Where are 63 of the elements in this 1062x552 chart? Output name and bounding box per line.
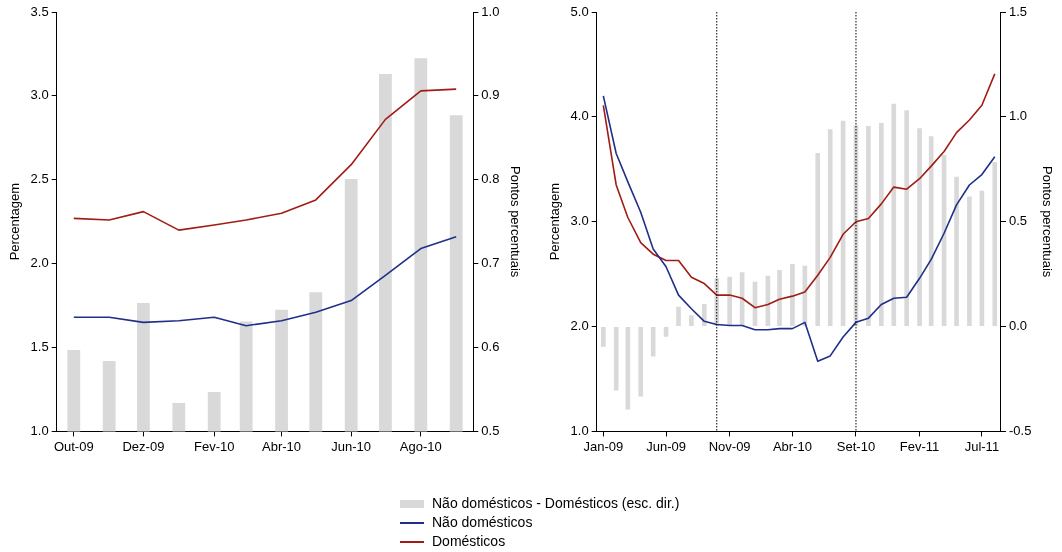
bar bbox=[727, 276, 732, 327]
legend-label: Não domésticos - Domésticos (esc. dir.) bbox=[432, 494, 680, 513]
bar bbox=[790, 264, 795, 327]
bar bbox=[650, 327, 656, 357]
bar bbox=[689, 315, 694, 327]
bar bbox=[992, 161, 998, 327]
y2-tick-label: 0.7 bbox=[481, 255, 500, 271]
y2-tick-label: -0.5 bbox=[1009, 422, 1032, 438]
y2-tick-label: 1.5 bbox=[1009, 3, 1028, 19]
y-tick-label: 2.0 bbox=[30, 255, 49, 271]
bar bbox=[917, 128, 922, 327]
y2-tick-label: 1.0 bbox=[1009, 108, 1028, 124]
bar bbox=[866, 126, 871, 327]
legend-label: Não domésticos bbox=[432, 513, 533, 532]
y-tick-label: 5.0 bbox=[570, 3, 589, 19]
x-tick-label: Jun-10 bbox=[331, 438, 372, 454]
bar bbox=[904, 110, 909, 327]
bar bbox=[967, 196, 972, 327]
x-tick-label: Abr-10 bbox=[772, 438, 812, 454]
bar bbox=[638, 327, 644, 397]
y2-tick-label: 0.6 bbox=[481, 339, 500, 355]
x-tick-label: Jan-09 bbox=[583, 438, 624, 454]
y-tick-label: 3.0 bbox=[570, 213, 589, 229]
bar bbox=[954, 176, 959, 327]
bar bbox=[878, 122, 884, 327]
bar bbox=[815, 152, 821, 327]
bar bbox=[928, 136, 934, 327]
y2-tick-label: 0.8 bbox=[481, 171, 500, 187]
bar bbox=[891, 103, 897, 327]
bar bbox=[676, 306, 681, 327]
y-tick-label: 2.5 bbox=[30, 171, 49, 187]
bar bbox=[827, 129, 833, 327]
x-tick-label: Jun-09 bbox=[646, 438, 686, 454]
y2-axis-title: Pontos percentuais bbox=[507, 166, 523, 278]
x-tick-label: Dez-09 bbox=[122, 438, 165, 454]
y2-tick-label: 0.0 bbox=[1009, 318, 1028, 334]
y-tick-label: 1.0 bbox=[570, 422, 589, 438]
x-tick-label: Ago-10 bbox=[399, 438, 442, 454]
y-tick-label: 3.5 bbox=[30, 3, 49, 19]
y-axis-title: Percentagem bbox=[547, 183, 563, 261]
x-tick-label: Out-09 bbox=[53, 438, 94, 454]
y-axis-title: Percentagem bbox=[7, 183, 23, 261]
bar bbox=[613, 327, 619, 391]
x-tick-label: Abr-10 bbox=[262, 438, 302, 454]
y-tick-label: 1.0 bbox=[30, 422, 49, 438]
y2-tick-label: 0.5 bbox=[481, 422, 500, 438]
y2-axis-title: Pontos percentuais bbox=[1039, 166, 1055, 278]
x-tick-label: Jul-11 bbox=[964, 438, 1000, 454]
x-tick-label: Set-10 bbox=[836, 438, 876, 454]
x-tick-label: Fev-10 bbox=[193, 438, 235, 454]
y-tick-label: 4.0 bbox=[570, 108, 589, 124]
y2-tick-label: 1.0 bbox=[481, 3, 500, 19]
x-tick-label: Nov-09 bbox=[708, 438, 751, 454]
y-tick-label: 3.0 bbox=[30, 87, 49, 103]
legend-label: Domésticos bbox=[432, 532, 506, 551]
y-tick-label: 2.0 bbox=[570, 318, 589, 334]
bar bbox=[701, 304, 707, 327]
y2-tick-label: 0.9 bbox=[481, 87, 500, 103]
y-tick-label: 1.5 bbox=[30, 339, 49, 355]
y2-tick-label: 0.5 bbox=[1009, 213, 1028, 229]
bar bbox=[600, 327, 606, 347]
x-tick-label: Fev-11 bbox=[899, 438, 940, 454]
bar bbox=[777, 269, 782, 327]
